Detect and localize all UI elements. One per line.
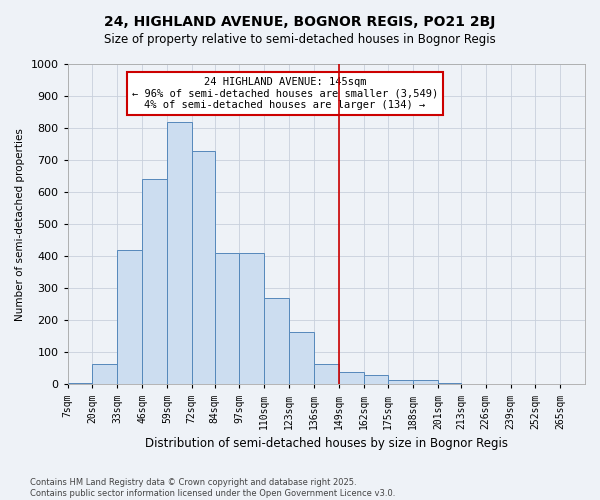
Bar <box>92 364 117 384</box>
Text: Contains HM Land Registry data © Crown copyright and database right 2025.
Contai: Contains HM Land Registry data © Crown c… <box>30 478 395 498</box>
X-axis label: Distribution of semi-detached houses by size in Bognor Regis: Distribution of semi-detached houses by … <box>145 437 508 450</box>
Bar <box>215 253 239 384</box>
Text: Size of property relative to semi-detached houses in Bognor Regis: Size of property relative to semi-detach… <box>104 32 496 46</box>
Bar <box>388 380 413 384</box>
Text: 24, HIGHLAND AVENUE, BOGNOR REGIS, PO21 2BJ: 24, HIGHLAND AVENUE, BOGNOR REGIS, PO21 … <box>104 15 496 29</box>
Bar <box>117 250 142 384</box>
Bar <box>264 298 289 384</box>
Bar <box>191 150 215 384</box>
Bar <box>239 253 264 384</box>
Bar <box>289 332 314 384</box>
Bar <box>413 380 438 384</box>
Bar <box>438 383 461 384</box>
Bar <box>142 180 167 384</box>
Bar <box>339 372 364 384</box>
Bar <box>364 375 388 384</box>
Bar <box>314 364 339 384</box>
Bar <box>167 122 191 384</box>
Text: 24 HIGHLAND AVENUE: 145sqm
← 96% of semi-detached houses are smaller (3,549)
4% : 24 HIGHLAND AVENUE: 145sqm ← 96% of semi… <box>132 77 438 110</box>
Y-axis label: Number of semi-detached properties: Number of semi-detached properties <box>15 128 25 320</box>
